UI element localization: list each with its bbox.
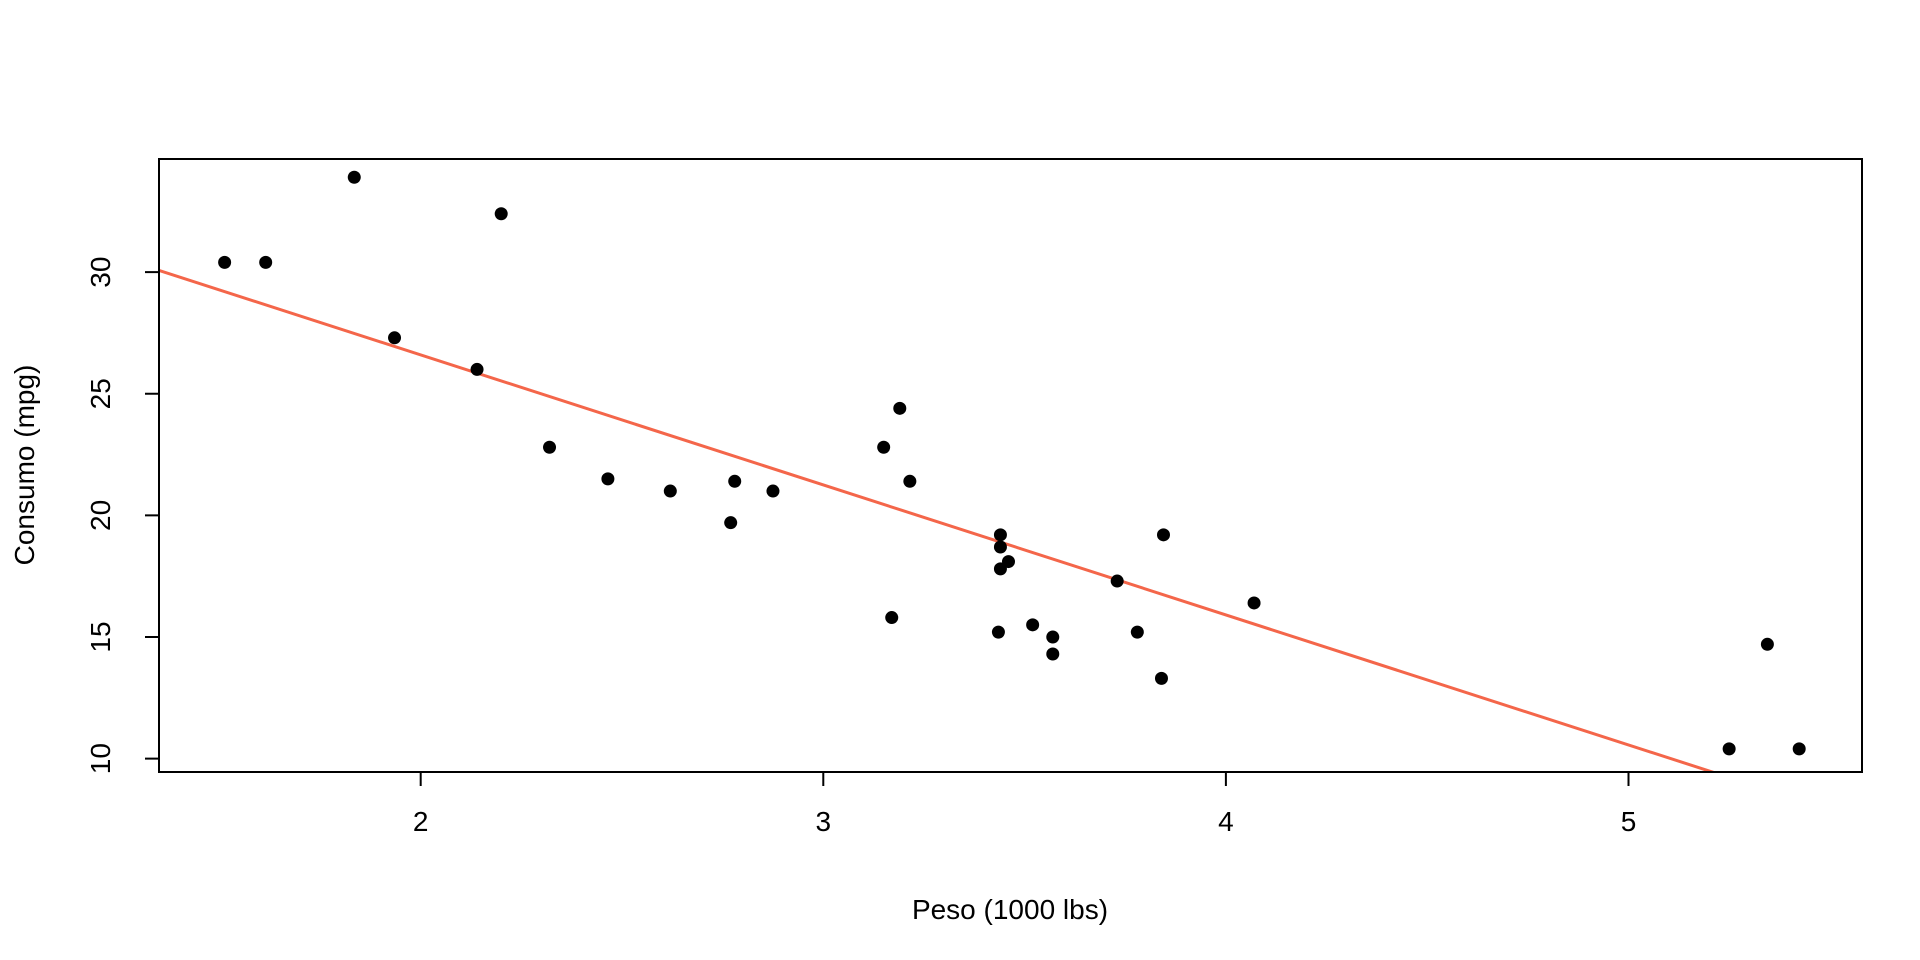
data-point bbox=[728, 474, 742, 488]
data-point bbox=[1046, 630, 1060, 644]
data-point bbox=[494, 207, 508, 221]
y-tick-label: 10 bbox=[85, 743, 116, 774]
data-point bbox=[724, 516, 738, 530]
y-tick-label: 25 bbox=[85, 378, 116, 409]
data-point bbox=[1792, 742, 1806, 756]
x-tick-label: 3 bbox=[816, 806, 832, 837]
data-point bbox=[543, 440, 557, 454]
data-point bbox=[218, 255, 232, 269]
y-axis: 10 15 20 25 30 bbox=[85, 257, 160, 774]
data-point bbox=[877, 440, 891, 454]
data-point bbox=[1154, 671, 1168, 685]
y-tick-label: 20 bbox=[85, 500, 116, 531]
data-point bbox=[885, 611, 899, 625]
data-point bbox=[388, 331, 402, 345]
data-point bbox=[663, 484, 677, 498]
x-tick-label: 2 bbox=[413, 806, 429, 837]
data-point bbox=[1156, 528, 1170, 542]
data-point bbox=[993, 562, 1007, 576]
regression-line bbox=[159, 268, 1718, 772]
data-point bbox=[766, 484, 780, 498]
y-axis-title: Consumo (mpg) bbox=[9, 365, 40, 566]
data-point bbox=[991, 625, 1005, 639]
data-point bbox=[903, 474, 917, 488]
y-tick-label: 30 bbox=[85, 257, 116, 288]
data-point bbox=[1110, 574, 1124, 588]
data-point bbox=[259, 255, 273, 269]
data-point bbox=[993, 528, 1007, 542]
data-point bbox=[1026, 618, 1040, 632]
data-point bbox=[1130, 625, 1144, 639]
data-point bbox=[470, 362, 484, 376]
x-axis-title: Peso (1000 lbs) bbox=[912, 894, 1108, 925]
data-point bbox=[1247, 596, 1261, 610]
x-tick-label: 5 bbox=[1621, 806, 1637, 837]
plot-layer bbox=[159, 170, 1806, 772]
data-point bbox=[993, 540, 1007, 554]
data-point bbox=[1722, 742, 1736, 756]
data-point bbox=[1760, 637, 1774, 651]
plot-frame bbox=[158, 158, 1863, 773]
data-point bbox=[601, 472, 615, 486]
data-point bbox=[1046, 647, 1060, 661]
x-axis: 2 3 4 5 bbox=[413, 771, 1637, 837]
data-point bbox=[893, 401, 907, 415]
data-point bbox=[347, 170, 361, 184]
x-tick-label: 4 bbox=[1218, 806, 1234, 837]
y-tick-label: 15 bbox=[85, 621, 116, 652]
